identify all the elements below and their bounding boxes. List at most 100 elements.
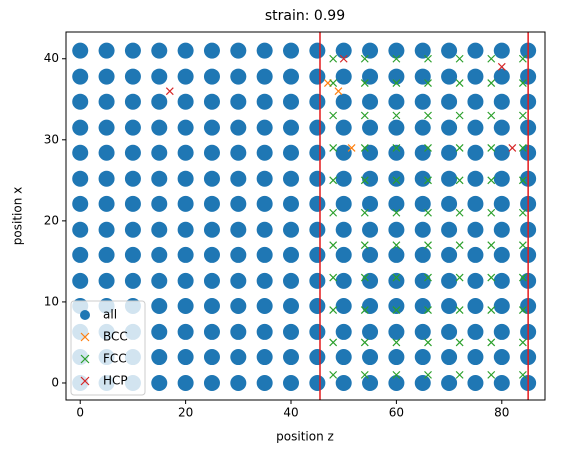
point: [362, 272, 379, 289]
point: [98, 272, 115, 289]
point: [124, 221, 141, 238]
point: [388, 323, 405, 340]
point: [392, 241, 401, 250]
point: [493, 349, 510, 366]
point: [487, 79, 496, 87]
point: [335, 374, 352, 391]
point: [360, 370, 369, 379]
point: [493, 42, 510, 59]
point: [309, 68, 326, 85]
point: [388, 170, 405, 187]
point: [362, 68, 379, 85]
point: [283, 374, 300, 391]
point: [283, 119, 300, 136]
point: [230, 170, 247, 187]
y-axis-label: position x: [11, 187, 25, 245]
point: [309, 297, 326, 314]
point: [467, 349, 484, 366]
point: [467, 170, 484, 187]
point: [203, 68, 220, 85]
point: [98, 42, 115, 59]
point: [487, 176, 496, 185]
point: [230, 42, 247, 59]
point: [360, 143, 369, 152]
point: [493, 93, 510, 110]
point: [518, 176, 527, 185]
point: [518, 54, 527, 63]
point: [487, 306, 496, 314]
point: [455, 79, 464, 87]
point: [493, 272, 510, 289]
point: [98, 221, 115, 238]
point: [493, 297, 510, 314]
point: [518, 306, 527, 314]
point: [335, 42, 352, 59]
point: [424, 79, 432, 87]
x-axis-label: position z: [276, 430, 334, 444]
point: [177, 119, 194, 136]
point: [256, 246, 273, 263]
point: [388, 349, 405, 366]
point: [424, 370, 432, 379]
point: [203, 42, 220, 59]
point: [329, 338, 338, 347]
x-tick-label: 40: [283, 406, 298, 420]
point: [487, 273, 496, 282]
point: [493, 195, 510, 212]
point: [335, 170, 352, 187]
point: [339, 54, 348, 63]
point: [98, 119, 115, 136]
point: [392, 338, 401, 347]
point: [388, 68, 405, 85]
point: [388, 374, 405, 391]
point: [392, 176, 401, 185]
point: [72, 195, 89, 212]
point: [467, 68, 484, 85]
legend-label: FCC: [103, 352, 127, 366]
point: [151, 144, 168, 161]
point: [487, 338, 496, 347]
point: [335, 144, 352, 161]
point: [151, 297, 168, 314]
point: [467, 246, 484, 263]
point: [203, 221, 220, 238]
point: [72, 170, 89, 187]
point: [256, 93, 273, 110]
point: [335, 68, 352, 85]
point: [151, 323, 168, 340]
point: [177, 297, 194, 314]
point: [124, 246, 141, 263]
point: [487, 143, 496, 152]
point: [256, 221, 273, 238]
point: [388, 272, 405, 289]
point: [441, 374, 458, 391]
point: [487, 111, 496, 120]
point: [414, 221, 431, 238]
point: [177, 144, 194, 161]
point: [388, 93, 405, 110]
y-tick-label: 10: [44, 294, 59, 308]
point: [72, 221, 89, 238]
point: [360, 176, 369, 185]
point: [347, 143, 356, 152]
point: [414, 170, 431, 187]
point: [203, 246, 220, 263]
point: [309, 221, 326, 238]
point: [203, 374, 220, 391]
point: [518, 370, 527, 379]
point: [230, 297, 247, 314]
point: [203, 297, 220, 314]
point: [72, 272, 89, 289]
point: [497, 62, 506, 71]
point: [455, 273, 464, 282]
point: [309, 195, 326, 212]
x-tick-label: 20: [178, 406, 193, 420]
point: [309, 246, 326, 263]
point: [329, 54, 338, 63]
chart-title: strain: 0.99: [265, 8, 345, 24]
point: [177, 323, 194, 340]
point: [467, 195, 484, 212]
point: [256, 349, 273, 366]
point: [329, 370, 338, 379]
point: [177, 93, 194, 110]
